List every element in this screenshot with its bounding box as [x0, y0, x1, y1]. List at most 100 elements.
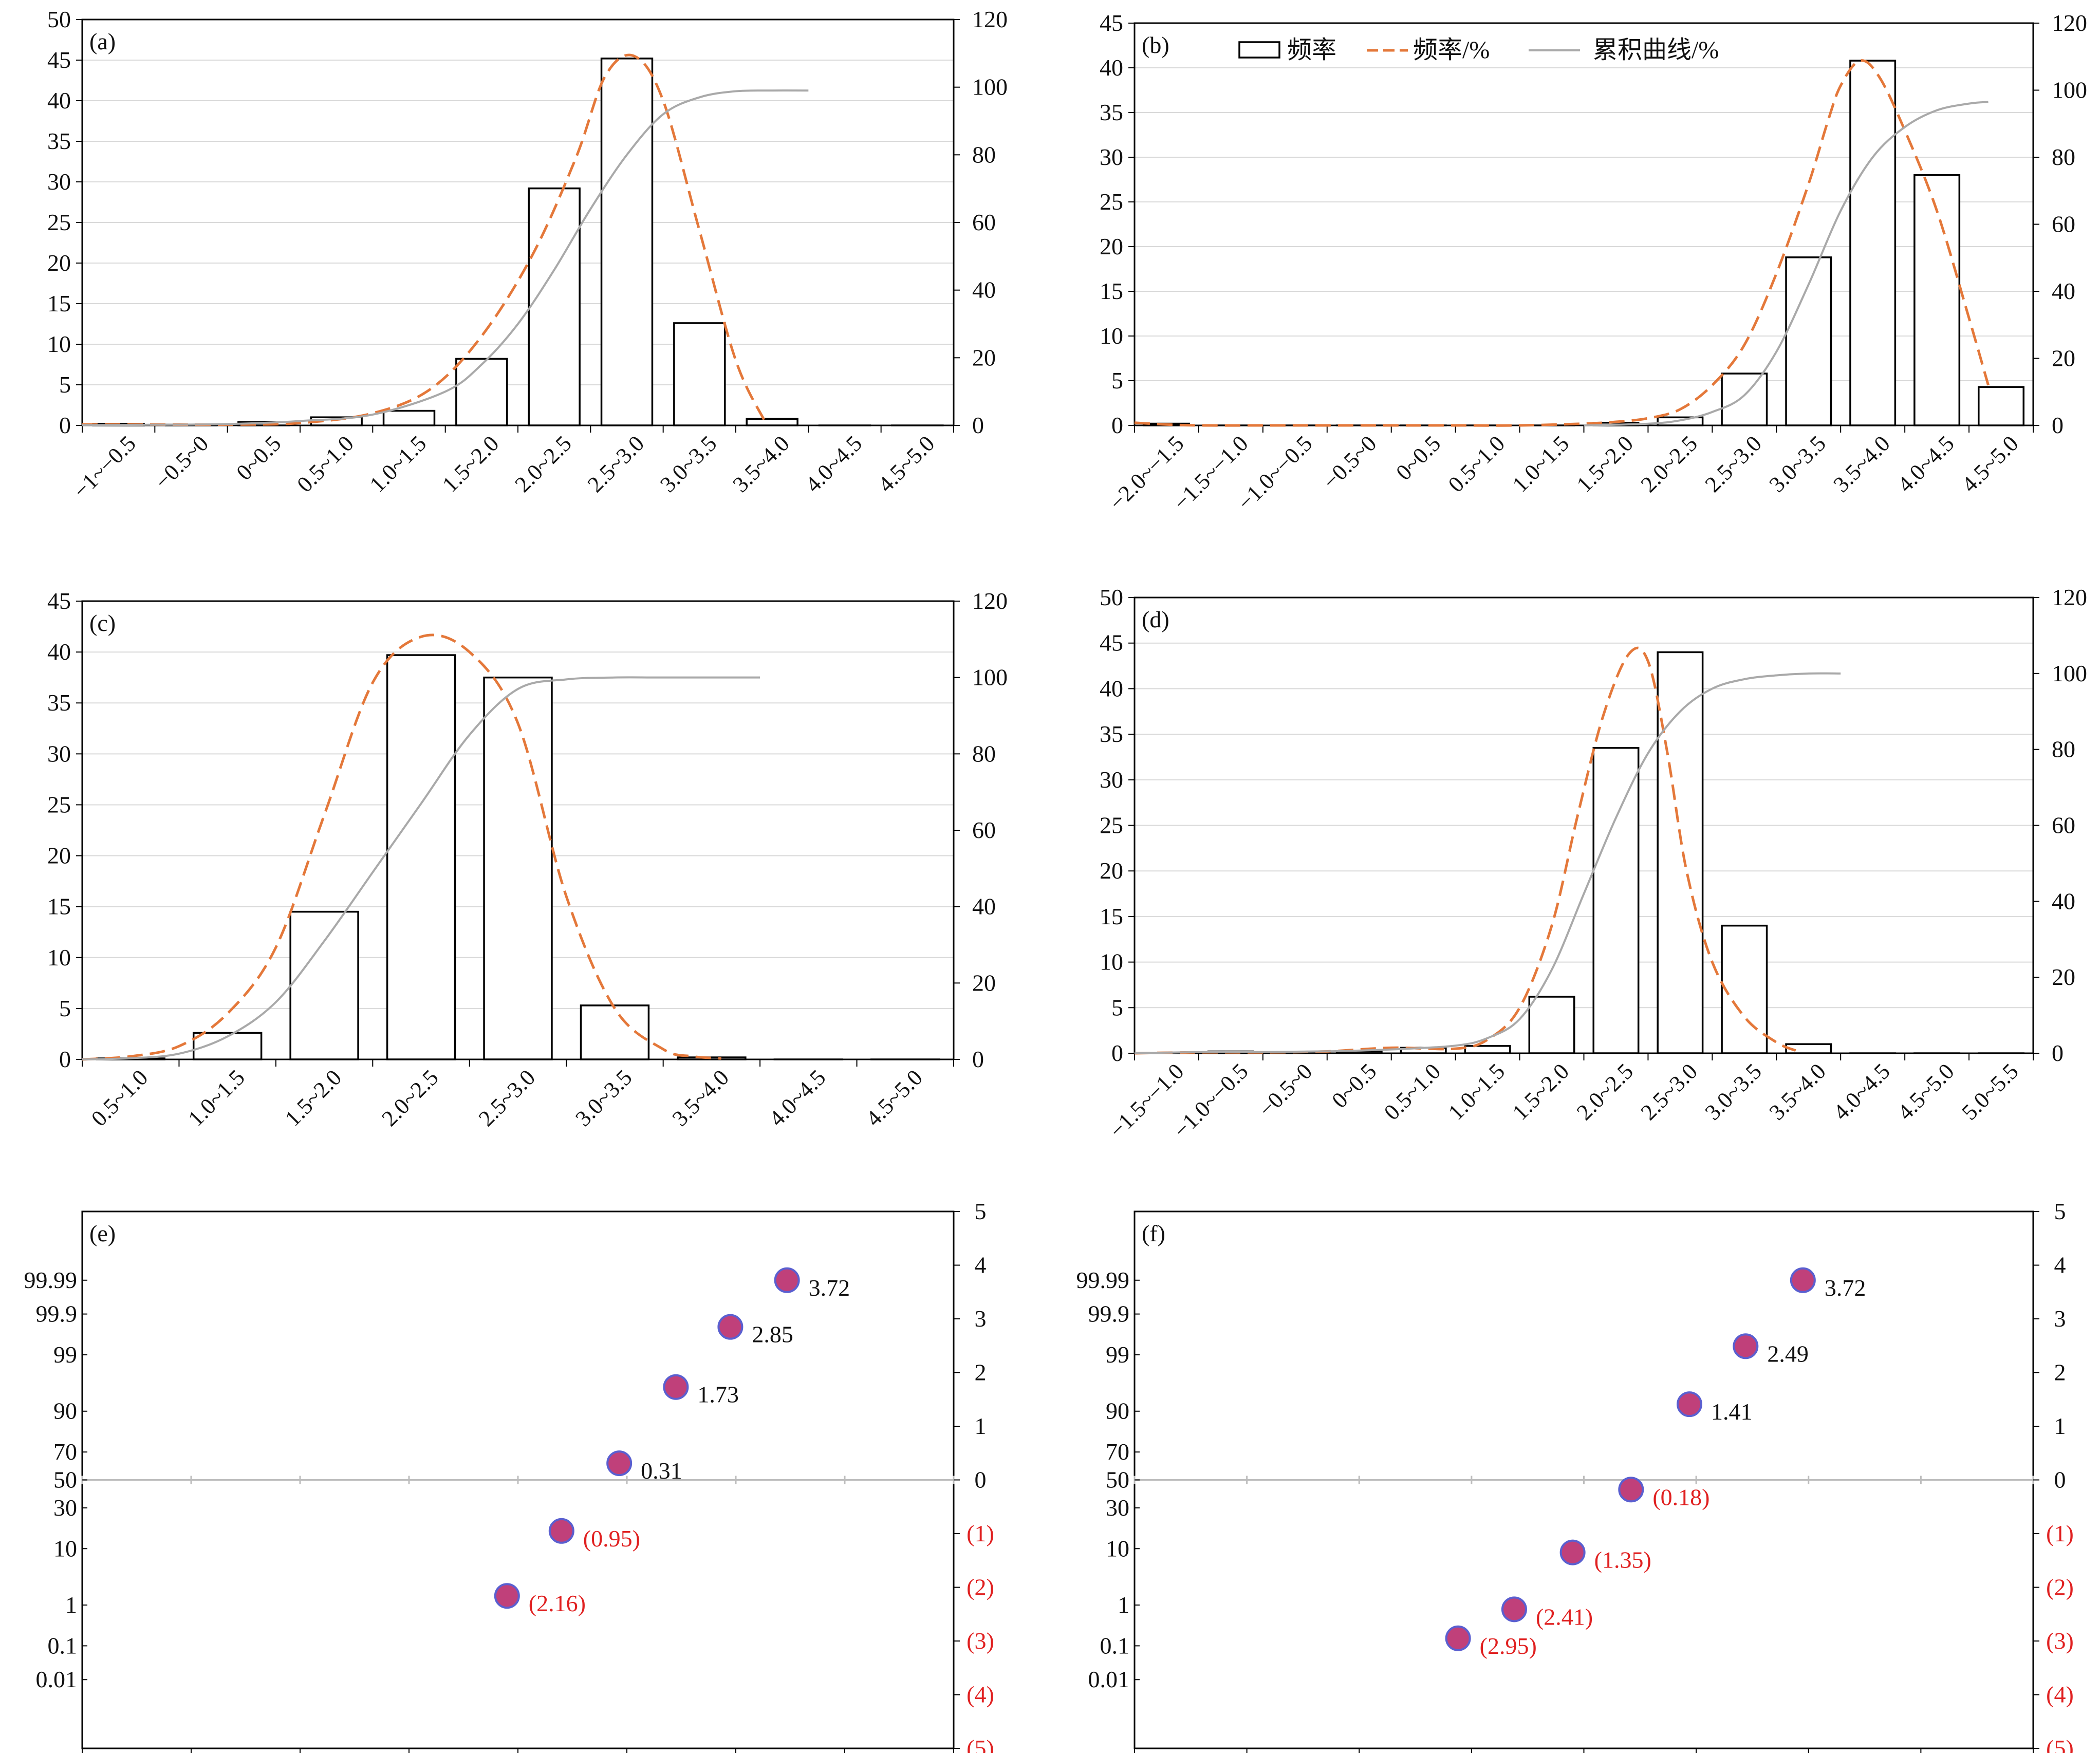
y2-tick-label: (4) — [2046, 1682, 2074, 1708]
legend-dash-label: 频率/% — [1413, 36, 1490, 64]
y2-tick-label: 100 — [972, 74, 1008, 100]
y-tick-label: 25 — [47, 209, 71, 235]
y-tick-label: 45 — [1100, 10, 1123, 36]
data-point — [494, 1583, 520, 1609]
y2-tick-label: 0 — [975, 1467, 987, 1493]
y2-tick-label: 40 — [2052, 888, 2075, 914]
frequency-curve — [82, 53, 766, 426]
legend-bar-label: 频率 — [1287, 36, 1336, 64]
prob-tick-label: 10 — [53, 1535, 77, 1561]
x-category-label: 0~0.5 — [1391, 431, 1445, 485]
y-tick-label: 5 — [1111, 994, 1123, 1020]
bar — [1592, 747, 1640, 1054]
y2-tick-label: 60 — [972, 817, 996, 843]
bar — [382, 409, 436, 426]
bar — [1785, 1043, 1832, 1054]
x-category-label: 1.0~1.5 — [1443, 1058, 1510, 1125]
y2-tick-label: 100 — [2052, 77, 2087, 103]
bar — [528, 187, 581, 426]
y2-tick-label: 100 — [972, 664, 1008, 691]
x-category-label: −1~−0.5 — [68, 431, 141, 503]
prob-tick-label: 0.01 — [36, 1666, 78, 1692]
y-tick-label: 20 — [47, 250, 71, 276]
x-category-label: −0.5~0 — [150, 431, 213, 494]
data-point-label: 1.73 — [697, 1382, 739, 1408]
x-category-label: 4.0~4.5 — [764, 1065, 830, 1131]
chart-panel-b: 051015202530354045020406080100120−2.0~−1… — [1100, 10, 2087, 515]
y2-tick-label: 1 — [975, 1413, 987, 1439]
y-tick-label: 35 — [47, 128, 71, 154]
y2-tick-label: 80 — [972, 740, 996, 767]
data-point-label: 2.49 — [1767, 1340, 1809, 1367]
y-tick-label: 5 — [1111, 367, 1123, 394]
y-tick-label: 5 — [59, 371, 71, 398]
panel-label: (c) — [89, 610, 116, 636]
y-tick-label: 30 — [1100, 767, 1123, 793]
bar — [455, 358, 508, 426]
bar — [1528, 996, 1575, 1054]
x-category-label: 0~0.5 — [1327, 1058, 1381, 1113]
x-category-label: 4.5~5.0 — [1957, 431, 2023, 497]
y-tick-label: 35 — [1100, 99, 1123, 125]
data-point — [663, 1374, 689, 1400]
y-tick-label: 0 — [59, 1046, 71, 1072]
y-tick-label: 50 — [1100, 584, 1123, 610]
y2-tick-label: (5) — [967, 1735, 994, 1753]
prob-tick-label: 30 — [53, 1495, 77, 1521]
chart-panel-e: −2−1012345699.9999.999907050301010.10.01… — [24, 1198, 994, 1753]
data-point — [1677, 1391, 1703, 1418]
y2-tick-label: 5 — [2054, 1198, 2066, 1224]
chart-panel-d: 05101520253035404550020406080100120−1.5~… — [1100, 584, 2087, 1143]
y2-tick-label: (1) — [967, 1520, 994, 1546]
data-point-label: (1.35) — [1594, 1547, 1651, 1573]
x-category-label: 4.0~4.5 — [1828, 1058, 1894, 1125]
x-category-label: 1.5~2.0 — [1508, 1058, 1574, 1125]
prob-tick-label: 70 — [53, 1439, 77, 1465]
x-category-label: 3.0~3.5 — [655, 431, 721, 497]
prob-tick-label: 99 — [1106, 1341, 1129, 1368]
panel-label: (d) — [1142, 606, 1169, 632]
panel-label: (b) — [1142, 32, 1169, 58]
y-tick-label: 35 — [1100, 721, 1123, 747]
y2-tick-label: 0 — [972, 1046, 984, 1072]
prob-tick-label: 99.99 — [24, 1267, 78, 1293]
y-tick-label: 45 — [47, 588, 71, 614]
x-category-label: −0.5~0 — [1254, 1058, 1317, 1122]
y-tick-label: 35 — [47, 689, 71, 716]
prob-tick-label: 30 — [1106, 1495, 1129, 1521]
prob-tick-label: 10 — [1106, 1535, 1129, 1561]
x-category-label: 2.0~2.5 — [1572, 1058, 1638, 1125]
bar — [386, 654, 456, 1060]
data-point-label: (2.95) — [1480, 1633, 1537, 1659]
y-tick-label: 15 — [47, 893, 71, 920]
y-tick-label: 10 — [1100, 949, 1123, 975]
y2-tick-label: 120 — [2052, 584, 2087, 610]
x-category-label: 3.5~4.0 — [667, 1065, 734, 1131]
y2-tick-label: 60 — [972, 209, 996, 235]
y2-tick-label: (5) — [2046, 1735, 2074, 1753]
prob-tick-label: 99.9 — [1088, 1301, 1130, 1327]
y2-tick-label: 80 — [972, 141, 996, 167]
prob-tick-label: 70 — [1106, 1439, 1129, 1465]
y-tick-label: 20 — [1100, 857, 1123, 884]
panel-label: (a) — [89, 28, 116, 54]
bar — [1721, 924, 1768, 1054]
y2-tick-label: 120 — [2052, 10, 2087, 36]
bar — [1464, 1045, 1511, 1054]
x-category-label: 4.5~5.0 — [873, 431, 939, 497]
y-tick-label: 5 — [59, 995, 71, 1021]
data-point — [1501, 1596, 1527, 1623]
y-tick-label: 40 — [1100, 54, 1123, 81]
data-point-label: 2.85 — [752, 1321, 793, 1348]
data-point-label: 0.31 — [641, 1458, 682, 1484]
y-tick-label: 20 — [47, 843, 71, 869]
y-tick-label: 25 — [1100, 812, 1123, 838]
y2-tick-label: 5 — [975, 1198, 987, 1224]
chart-panel-a: 0 5 10 15 20 25 30 35 40 45 50 0 20 40 60 80 100 120 −1~−0… — [47, 6, 1008, 503]
y2-tick-label: 80 — [2052, 736, 2075, 762]
y2-tick-label: 3 — [975, 1306, 987, 1332]
x-category-label: 2.0~2.5 — [377, 1065, 443, 1131]
x-category-label: 3.0~3.5 — [570, 1065, 637, 1131]
y-tick-label: 45 — [47, 47, 71, 73]
x-category-label: 4.5~5.0 — [861, 1065, 927, 1131]
